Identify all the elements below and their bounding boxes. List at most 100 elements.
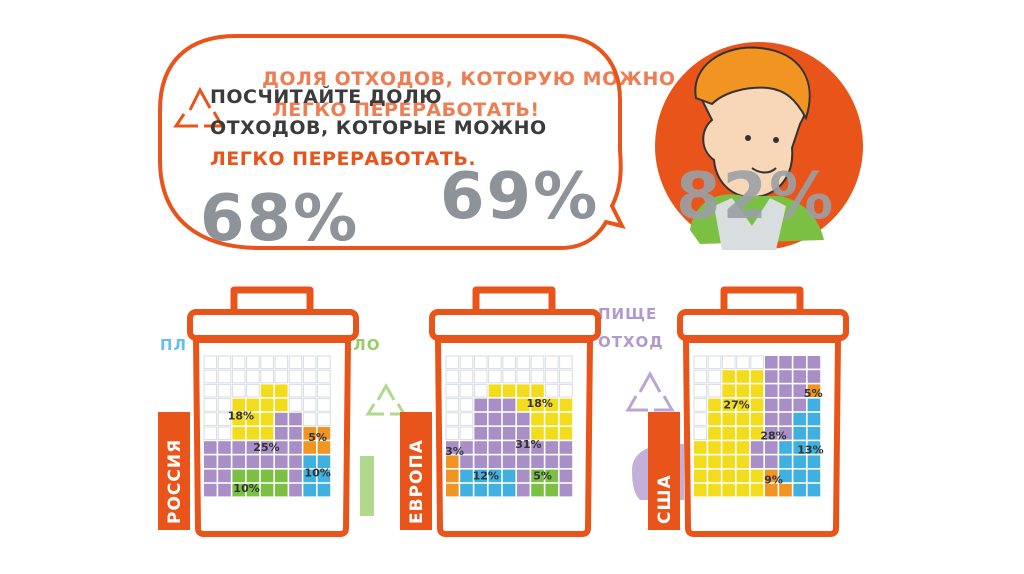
percentage-69: 69% xyxy=(440,160,600,234)
grid-cell xyxy=(488,427,502,440)
grid-cell xyxy=(303,441,316,454)
grid-cell xyxy=(317,412,331,426)
grid-cell xyxy=(693,383,708,398)
grid-cell xyxy=(317,427,331,440)
share-label-green: 5% xyxy=(804,387,823,400)
grid-cell xyxy=(559,469,573,483)
grid-cell xyxy=(460,483,473,497)
grid-cell xyxy=(203,426,218,441)
grid-cell xyxy=(473,383,488,398)
grid-cell xyxy=(488,384,502,397)
grid-cell xyxy=(708,469,721,483)
grid-cell xyxy=(289,483,302,497)
grid-cell xyxy=(779,384,792,397)
grid-cell xyxy=(559,383,573,398)
grid-cell xyxy=(707,355,722,370)
share-label-orange: 3% xyxy=(445,445,464,458)
grid-cell xyxy=(474,398,487,412)
grid-cell xyxy=(559,441,573,454)
grid-cell xyxy=(750,469,764,483)
grid-cell xyxy=(559,483,573,497)
recycle-icon xyxy=(173,86,225,128)
grid-cell xyxy=(750,455,764,468)
share-label-blue: 13% xyxy=(797,444,823,457)
grid-cell xyxy=(736,398,750,412)
grid-cell xyxy=(232,469,245,483)
grid-cell xyxy=(694,483,707,497)
bin-handle xyxy=(472,286,556,314)
grid-cell xyxy=(765,356,778,369)
grid-cell xyxy=(231,383,246,398)
grid-cell xyxy=(260,483,274,497)
grid-cell xyxy=(779,427,792,440)
grid-cell xyxy=(545,398,558,412)
grid-cell xyxy=(218,455,231,468)
grid-cell xyxy=(545,427,558,440)
grid-cell xyxy=(765,455,778,468)
grid-cell xyxy=(722,469,735,483)
grid-cell xyxy=(545,455,558,468)
grid-cell xyxy=(445,398,460,412)
grid-cell xyxy=(544,383,559,398)
grid-cell xyxy=(559,427,573,440)
grid-cell xyxy=(246,369,260,384)
grid-cell xyxy=(246,412,260,426)
grid-cell xyxy=(807,398,821,412)
grid-cell xyxy=(218,483,231,497)
faded-label-food-line1: ПИЩЕ xyxy=(598,305,658,323)
grid-cell xyxy=(531,398,544,412)
grid-cell xyxy=(474,455,487,468)
grid-cell xyxy=(445,383,460,398)
share-label-orange: 5% xyxy=(308,431,327,444)
grid-cell xyxy=(517,469,530,483)
grid-cell xyxy=(793,427,806,440)
grid-cell xyxy=(246,355,260,370)
grid-cell xyxy=(488,483,502,497)
grid-cell xyxy=(459,355,474,370)
grid-cell xyxy=(544,369,559,384)
grid-cell xyxy=(218,469,231,483)
grid-cell xyxy=(303,427,316,440)
grid-cell xyxy=(317,369,331,384)
grid-cell xyxy=(246,427,260,440)
grid-cell xyxy=(289,441,302,454)
grid-cell xyxy=(807,427,821,440)
grid-cell xyxy=(736,441,750,454)
grid-cell xyxy=(473,355,488,370)
grid-cell xyxy=(559,398,573,412)
grid-cell xyxy=(260,412,274,426)
grid-cell xyxy=(246,469,260,483)
grid-cell xyxy=(722,483,735,497)
grid-cell xyxy=(517,483,530,497)
grid-cell xyxy=(459,398,474,412)
grid-cell xyxy=(260,398,274,412)
bubble-title-line2: ОТХОДОВ, КОТОРЫЕ МОЖНО xyxy=(210,117,547,139)
country-label: ЕВРОПА xyxy=(407,439,427,524)
grid-cell xyxy=(204,441,217,454)
bin-lid xyxy=(187,309,359,341)
grid-cell xyxy=(708,483,721,497)
grid-cell xyxy=(694,441,707,454)
grid-cell xyxy=(203,383,218,398)
grid-cell xyxy=(736,455,750,468)
ghost-title-line1: ДОЛЯ ОТХОДОВ, КОТОРУЮ МОЖНО xyxy=(262,68,676,90)
grid-cell xyxy=(203,412,218,426)
grid-cell xyxy=(260,427,274,440)
grid-cell xyxy=(260,355,274,370)
grid-cell xyxy=(793,356,806,369)
grid-cell xyxy=(502,412,516,426)
grid-cell xyxy=(750,427,764,440)
grid-cell xyxy=(203,369,218,384)
bin-handle xyxy=(720,286,804,314)
grid-cell xyxy=(779,356,792,369)
grid-cell xyxy=(217,412,232,426)
grid-cell xyxy=(502,427,516,440)
percentage-68: 68% xyxy=(200,182,360,256)
share-label-purple: 31% xyxy=(515,438,541,451)
country-tab xyxy=(158,412,190,530)
grid-cell xyxy=(302,355,317,370)
faded-label-food: ПИЩЕ ОТХОД xyxy=(598,300,664,356)
share-label-blue: 10% xyxy=(304,466,330,479)
grid-cell xyxy=(260,441,274,454)
